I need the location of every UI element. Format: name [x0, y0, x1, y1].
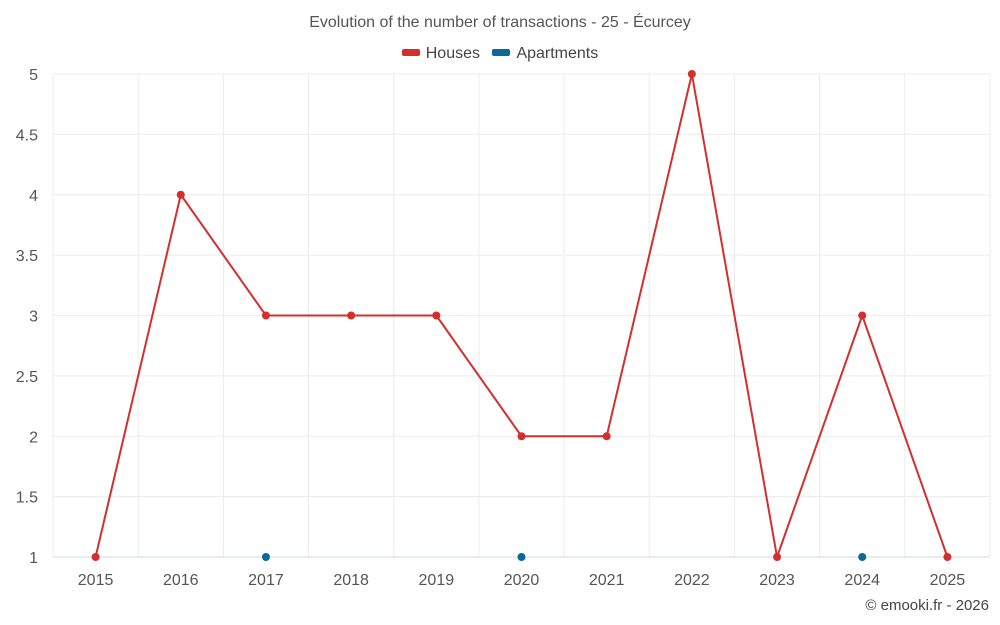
legend-swatch-houses	[401, 49, 420, 57]
y-tick-label: 1.5	[16, 490, 38, 507]
data-point-houses	[858, 311, 867, 320]
data-point-houses	[687, 70, 696, 78]
x-tick-label: 2018	[333, 572, 369, 589]
data-point-houses	[602, 432, 611, 441]
x-tick-label: 2016	[163, 572, 199, 589]
data-point-houses	[91, 553, 100, 561]
x-tick-label: 2020	[504, 572, 540, 589]
data-point-houses	[773, 553, 782, 561]
x-tick-label: 2021	[589, 572, 625, 589]
credit-text: © emooki.fr - 2026	[865, 597, 989, 614]
x-tick-label: 2019	[419, 572, 455, 589]
y-tick-label: 3	[29, 309, 38, 326]
data-point-houses	[432, 311, 441, 320]
legend: Houses Apartments	[0, 45, 1000, 63]
y-tick-label: 4	[29, 188, 38, 205]
legend-item-houses[interactable]: Houses	[401, 45, 480, 63]
data-point-houses	[943, 553, 952, 561]
x-tick-label: 2024	[844, 572, 880, 589]
data-point-houses	[347, 311, 356, 320]
y-tick-label: 5	[29, 67, 38, 84]
legend-label-apartments: Apartments	[516, 45, 599, 62]
chart-title: Evolution of the number of transactions …	[309, 14, 691, 31]
legend-swatch-apartments	[492, 49, 511, 57]
y-tick-label: 1	[29, 550, 38, 567]
y-tick-label: 2	[29, 429, 38, 446]
y-tick-label: 4.5	[16, 127, 38, 144]
data-point-houses	[176, 190, 185, 199]
legend-label-houses: Houses	[425, 45, 480, 62]
x-tick-label: 2017	[248, 572, 284, 589]
legend-item-apartments[interactable]: Apartments	[492, 45, 598, 63]
x-tick-label: 2023	[759, 572, 795, 589]
x-tick-label: 2022	[674, 572, 710, 589]
data-point-houses	[261, 311, 270, 320]
x-tick-label: 2025	[930, 572, 966, 589]
data-point-apartments	[261, 553, 270, 561]
data-point-houses	[517, 432, 526, 441]
y-tick-label: 3.5	[16, 248, 38, 265]
x-tick-label: 2015	[78, 572, 114, 589]
data-point-apartments	[517, 553, 526, 561]
y-tick-label: 2.5	[16, 369, 38, 386]
data-point-apartments	[858, 553, 867, 561]
